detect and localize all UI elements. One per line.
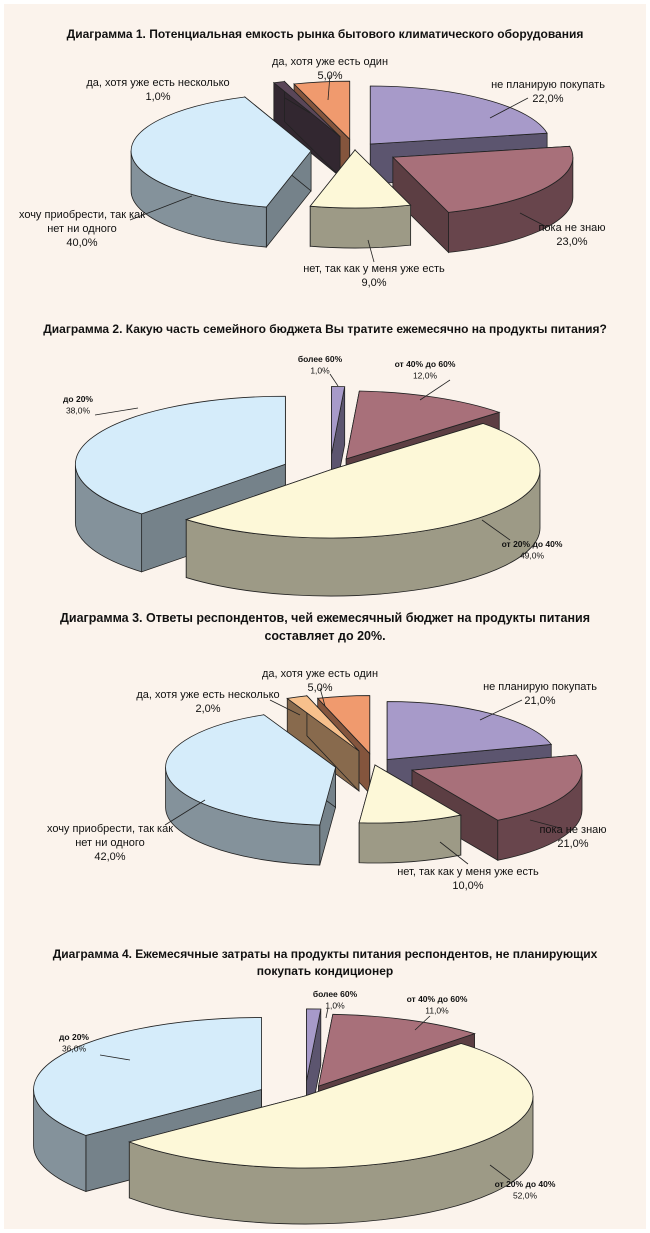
slice-4-3 [128,1042,534,1225]
chart-4: Диаграмма 4. Ежемесячные затраты на прод… [33,947,598,1225]
slice-value-3-6: 5,0% [307,682,332,694]
leader-line-3-4 [164,799,206,826]
slice-value-2-2: 12,0% [413,371,438,381]
chart-2: Диаграмма 2. Какую часть семейного бюдже… [43,322,607,597]
slice-label-2-1: более 60% [298,354,343,364]
slice-1-4 [130,96,312,249]
slice-label-3-2: пока не знаю [539,824,606,836]
leader-line-4-1 [325,1007,329,1019]
slice-value-2-1: 1,0% [310,366,330,376]
slice-label-3-4: хочу приобрести, так как [47,823,173,835]
slice-value-4-3: 52,0% [513,1191,538,1201]
slice-label-1-4: нет ни одного [47,223,117,235]
slice-label-3-6: да, хотя уже есть один [262,668,378,680]
slice-3-4 [165,713,337,866]
slice-label-1-6: да, хотя уже есть один [272,56,388,68]
slice-1-5 [272,80,341,178]
slice-1-3 [309,148,412,249]
chart-2-title: Диаграмма 2. Какую часть семейного бюдже… [43,322,607,336]
leader-line-3-3 [439,841,469,865]
slice-value-2-3: 49,0% [520,551,545,561]
slice-value-1-6: 5,0% [317,70,342,82]
slice-value-4-2: 11,0% [425,1006,449,1016]
chart-3-title: Диаграмма 3. Ответы респондентов, чей еж… [60,611,590,625]
slice-label-4-3: от 20% до 40% [495,1179,556,1189]
slice-label-3-1: не планирую покупать [483,681,597,693]
slice-label-1-4: хочу приобрести, так как [19,209,145,221]
slice-value-4-1: 1,0% [325,1001,345,1011]
chart-3: Диаграмма 3. Ответы респондентов, чей еж… [47,611,607,892]
slice-1-2 [391,145,574,254]
leader-line-2-2 [419,379,451,401]
slice-label-4-1: более 60% [313,989,358,999]
slice-value-3-1: 21,0% [524,695,555,707]
slice-label-1-3: нет, так как у меня уже есть [303,263,445,275]
slice-3-3 [358,764,462,864]
leader-line-1-1 [489,97,529,119]
slice-value-1-3: 9,0% [361,277,386,289]
leader-line-2-3 [481,519,511,541]
leader-line-1-6 [327,74,331,101]
slice-value-1-4: 40,0% [66,237,97,249]
slice-label-3-4: нет ни одного [75,837,145,849]
chart-4-title: Диаграмма 4. Ежемесячные затраты на прод… [53,947,598,961]
leader-line-3-2 [529,819,561,829]
slice-label-4-4: до 20% [59,1032,89,1042]
slice-label-1-2: пока не знаю [538,222,605,234]
leader-line-1-3 [367,239,375,263]
slice-value-2-4: 38,0% [66,406,91,416]
leader-line-3-1 [479,699,523,721]
slice-label-1-5: да, хотя уже есть несколько [86,77,229,89]
leader-line-3-6 [319,687,326,707]
slice-value-3-2: 21,0% [557,838,588,850]
leader-line-4-3 [489,1164,511,1181]
slice-value-3-3: 10,0% [452,880,483,892]
chart-1: Диаграмма 1. Потенциальная емкость рынка… [19,27,606,289]
leader-line-2-4 [94,407,139,416]
slice-label-2-2: от 40% до 60% [395,359,456,369]
slice-value-1-1: 22,0% [532,93,563,105]
slice-value-1-5: 1,0% [145,91,170,103]
leader-line-4-4 [99,1054,131,1061]
leader-line-1-5 [284,97,311,114]
slice-label-3-5: да, хотя уже есть несколько [136,689,279,701]
slice-label-4-2: от 40% до 60% [407,994,468,1004]
slice-value-3-5: 2,0% [195,703,220,715]
slice-2-3 [184,422,541,597]
chart-4-title: покупать кондиционер [257,964,394,978]
slice-label-2-3: от 20% до 40% [502,539,563,549]
slice-value-4-4: 36,0% [62,1044,87,1054]
slice-3-2 [410,754,583,861]
leader-line-4-2 [414,1015,431,1031]
slice-label-3-3: нет, так как у меня уже есть [397,866,539,878]
slice-value-3-4: 42,0% [94,851,125,863]
slice-label-1-1: не планирую покупать [491,79,605,91]
leader-line-3-5 [269,699,301,716]
leader-line-1-2 [519,212,546,227]
slice-label-2-4: до 20% [63,394,93,404]
slice-3-5 [286,694,360,793]
leader-line-2-1 [329,373,339,387]
slice-value-1-2: 23,0% [556,236,587,248]
leader-line-1-4 [129,195,193,221]
chart-3-title: составляет до 20%. [264,629,385,643]
chart-1-title: Диаграмма 1. Потенциальная емкость рынка… [67,27,584,41]
